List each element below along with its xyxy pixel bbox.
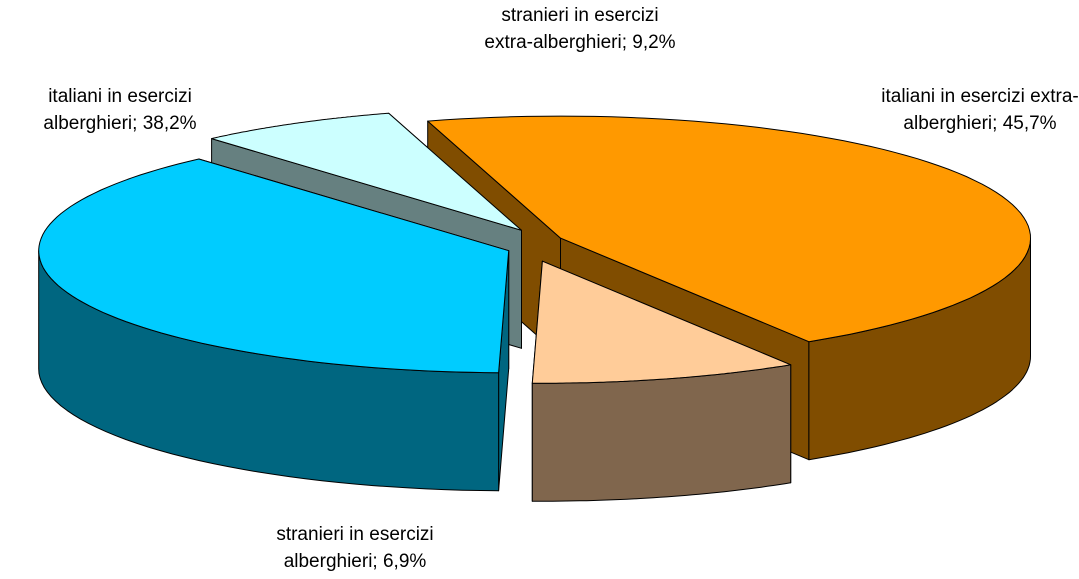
slice-side bbox=[531, 364, 792, 502]
slice bbox=[427, 115, 1031, 343]
data-label: stranieri in esercizi alberghieri; 6,9% bbox=[276, 524, 434, 572]
slice bbox=[211, 112, 522, 231]
data-label: italiani in esercizi extra-alberghieri; … bbox=[881, 86, 1079, 134]
data-label: stranieri in esercizi extra-alberghieri;… bbox=[484, 5, 676, 53]
slice bbox=[531, 260, 792, 384]
slice bbox=[38, 158, 510, 374]
data-label: italiani in esercizi alberghieri; 38,2% bbox=[43, 86, 197, 134]
